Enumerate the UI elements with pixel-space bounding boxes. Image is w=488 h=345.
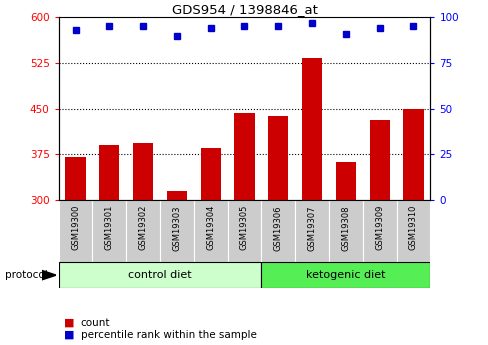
Text: ■: ■ — [63, 330, 74, 339]
Bar — [227, 200, 261, 262]
Bar — [133, 144, 153, 200]
Bar — [166, 191, 187, 200]
Bar — [92, 200, 126, 262]
Bar — [234, 113, 254, 200]
Bar — [396, 200, 429, 262]
Text: GSM19301: GSM19301 — [104, 205, 114, 250]
Text: GSM19300: GSM19300 — [71, 205, 80, 250]
Bar — [261, 200, 295, 262]
Text: GSM19303: GSM19303 — [172, 205, 181, 250]
Text: GSM19308: GSM19308 — [341, 205, 349, 250]
Bar — [59, 262, 261, 288]
Text: GSM19307: GSM19307 — [307, 205, 316, 250]
Text: GSM19309: GSM19309 — [374, 205, 384, 250]
Bar — [99, 145, 119, 200]
Text: ■: ■ — [63, 318, 74, 327]
Text: percentile rank within the sample: percentile rank within the sample — [81, 330, 256, 339]
Bar — [267, 116, 288, 200]
Bar — [295, 200, 328, 262]
Bar — [335, 162, 355, 200]
Bar — [362, 200, 396, 262]
Bar — [65, 157, 85, 200]
Bar — [193, 200, 227, 262]
Bar — [328, 200, 362, 262]
Text: protocol: protocol — [5, 270, 47, 280]
Bar — [126, 200, 160, 262]
Bar — [403, 109, 423, 200]
Bar — [261, 262, 429, 288]
Text: GSM19306: GSM19306 — [273, 205, 282, 250]
Bar — [369, 120, 389, 200]
Text: GSM19302: GSM19302 — [139, 205, 147, 250]
Title: GDS954 / 1398846_at: GDS954 / 1398846_at — [171, 3, 317, 16]
Text: GSM19305: GSM19305 — [240, 205, 248, 250]
Bar — [301, 58, 322, 200]
Bar — [200, 148, 221, 200]
Polygon shape — [41, 270, 56, 280]
Text: control diet: control diet — [128, 270, 191, 280]
Text: GSM19310: GSM19310 — [408, 205, 417, 250]
Bar — [59, 200, 92, 262]
Text: ketogenic diet: ketogenic diet — [305, 270, 385, 280]
Text: GSM19304: GSM19304 — [206, 205, 215, 250]
Bar — [160, 200, 193, 262]
Text: count: count — [81, 318, 110, 327]
